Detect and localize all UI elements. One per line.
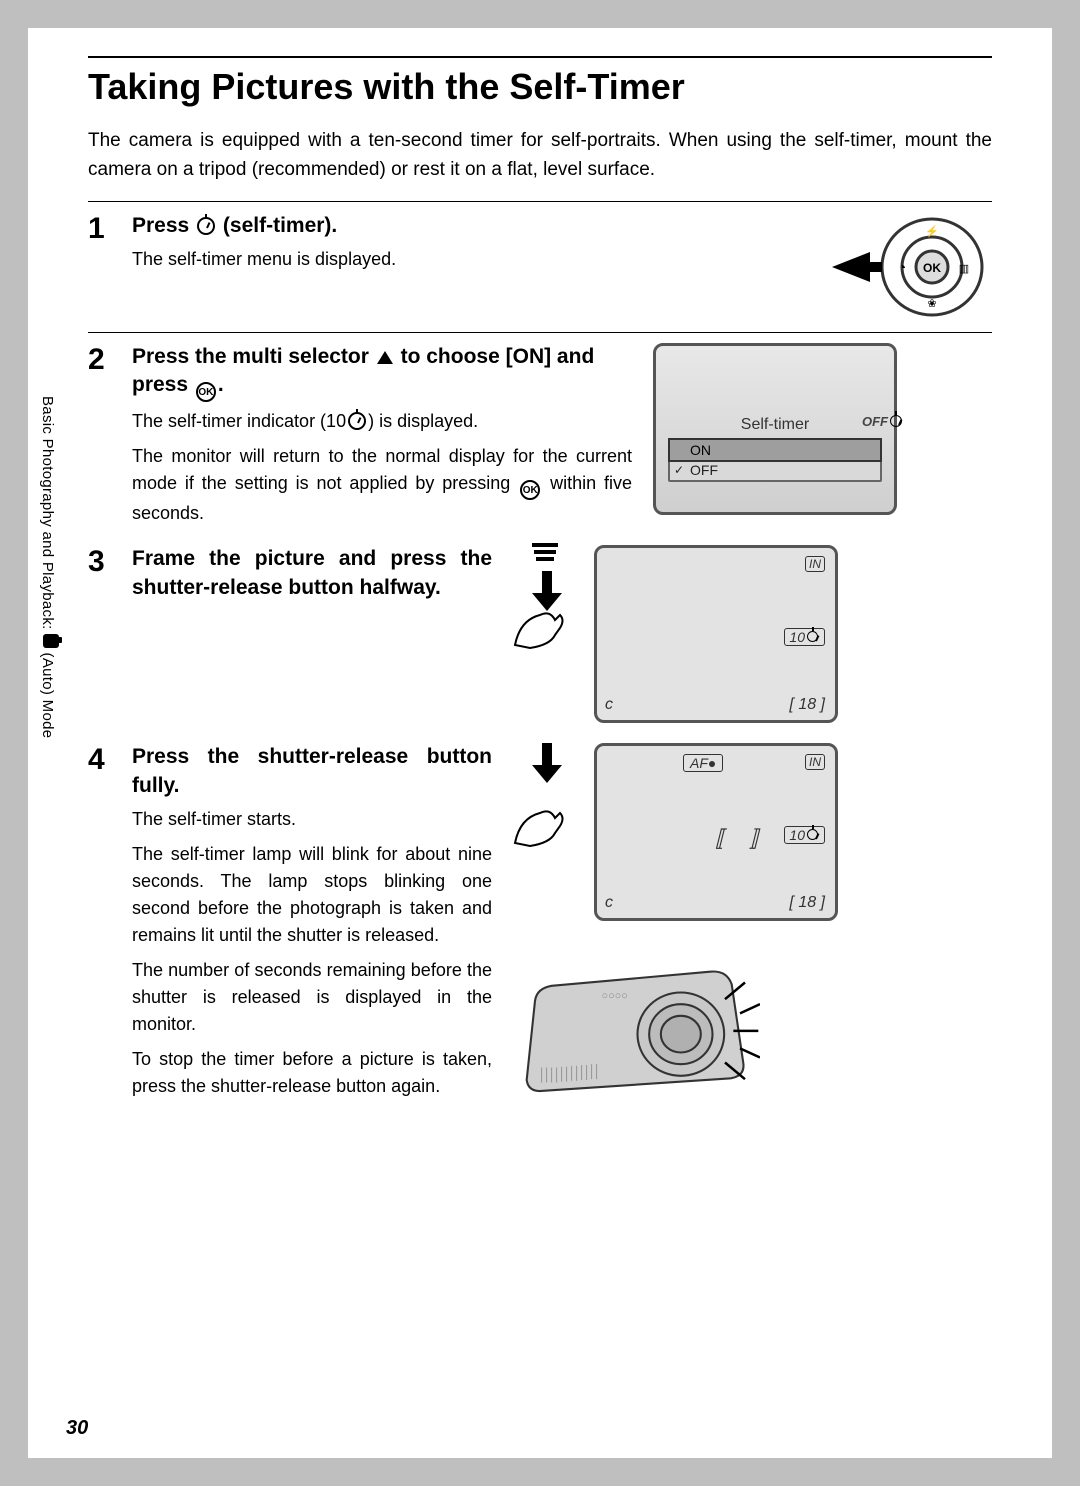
text: ) is displayed.	[368, 411, 478, 431]
step4-row1: AF● IN 〚 〛 10 c 18	[510, 743, 838, 921]
manual-page: Taking Pictures with the Self-Timer The …	[0, 0, 1080, 1486]
heading-text: Press the multi selector	[132, 345, 375, 368]
ok-button-icon: OK	[520, 480, 540, 500]
page-title: Taking Pictures with the Self-Timer	[88, 66, 992, 108]
self-timer-icon	[348, 412, 366, 430]
step-body: Frame the picture and press the shutter-…	[132, 545, 492, 723]
menu-item-on: ON	[668, 438, 882, 462]
step-3: 3 Frame the picture and press the shutte…	[88, 545, 992, 723]
step-text: The self-timer indicator (10 ) is display…	[132, 408, 632, 435]
full-press-figure	[510, 743, 580, 853]
camera-screen: Self-timer ON ✓ OFF OFF	[653, 343, 897, 515]
timer-10-badge: 10	[784, 826, 825, 844]
self-timer-icon	[890, 415, 902, 427]
heading-text: .	[218, 373, 224, 396]
step-heading: Press the shutter-release button fully.	[132, 743, 492, 800]
badge-number: 10	[789, 629, 805, 645]
timer-10-badge: 10	[784, 628, 825, 646]
menu-item-off: ✓ OFF	[670, 460, 880, 480]
svg-text:◔: ◔	[898, 259, 906, 275]
menu-title: Self-timer	[668, 416, 882, 434]
step-text: To stop the timer before a picture is ta…	[132, 1046, 492, 1100]
side-text: (Auto) Mode	[39, 648, 56, 738]
af-lock-badge: AF●	[683, 754, 723, 772]
step-text: The self-timer starts.	[132, 806, 492, 833]
camera-mode-icon	[43, 634, 59, 648]
step-heading: Press the multi selector to choose [ON] …	[132, 343, 632, 402]
multiselector-svg: OK ◔ ⚡ ▥ ❀	[822, 212, 992, 322]
svg-text:❀: ❀	[927, 298, 936, 310]
intro-text: The camera is equipped with a ten-second…	[88, 126, 992, 185]
step-heading: Frame the picture and press the shutter-…	[132, 545, 492, 602]
multiselector-figure: OK ◔ ⚡ ▥ ❀	[822, 212, 992, 322]
text: The self-timer indicator (10	[132, 411, 346, 431]
self-timer-icon	[807, 631, 818, 642]
side-tab-label: Basic Photography and Playback: (Auto) M…	[39, 396, 61, 738]
step-1: 1 Press (self-timer). The self-timer men…	[88, 212, 992, 322]
step-body: Press the shutter-release button fully. …	[132, 743, 492, 1115]
self-timer-icon	[807, 829, 818, 840]
ok-button-icon: OK	[196, 382, 216, 402]
step-number: 2	[88, 343, 114, 535]
step-number: 1	[88, 212, 114, 322]
check-icon: ✓	[674, 463, 684, 477]
shots-remaining: 18	[789, 696, 825, 714]
step-number: 4	[88, 743, 114, 1115]
svg-text:OK: OK	[923, 261, 941, 275]
hand-icon	[510, 798, 580, 848]
svg-text:○○○○: ○○○○	[602, 990, 628, 1002]
svg-text:▥: ▥	[959, 263, 969, 275]
heading-text: Press	[132, 214, 195, 237]
divider	[88, 201, 992, 202]
mode-c-label: c	[605, 696, 613, 714]
page-number: 30	[66, 1417, 88, 1440]
badge-number: 10	[789, 827, 805, 843]
step-number: 3	[88, 545, 114, 723]
menu-screen-figure: Self-timer ON ✓ OFF OFF	[650, 343, 900, 535]
hand-icon	[510, 600, 580, 650]
camera-illustration: ○○○○	[510, 945, 760, 1115]
divider	[88, 332, 992, 333]
step-text: The number of seconds remaining before t…	[132, 957, 492, 1038]
step-2: 2 Press the multi selector to choose [ON…	[88, 343, 992, 535]
half-press-figure	[510, 545, 580, 655]
step-4: 4 Press the shutter-release button fully…	[88, 743, 992, 1115]
step-heading: Press (self-timer).	[132, 212, 804, 240]
preview-screen: IN 10 c 18	[594, 545, 838, 723]
heading-text: (self-timer).	[217, 214, 337, 237]
press-levels-icon	[532, 543, 560, 564]
page-inner: Taking Pictures with the Self-Timer The …	[28, 28, 1052, 1458]
step-text: The self-timer menu is displayed.	[132, 246, 804, 273]
memory-in-icon: IN	[805, 556, 825, 572]
mode-c-label: c	[605, 894, 613, 912]
step-text: The monitor will return to the normal di…	[132, 443, 632, 527]
step-body: Press the multi selector to choose [ON] …	[132, 343, 632, 535]
step-text: The self-timer lamp will blink for about…	[132, 841, 492, 949]
shots-remaining: 18	[789, 894, 825, 912]
svg-text:⚡: ⚡	[925, 225, 939, 238]
menu-box: ON ✓ OFF	[668, 438, 882, 482]
memory-in-icon: IN	[805, 754, 825, 770]
step-body: Press (self-timer). The self-timer menu …	[132, 212, 804, 322]
up-arrow-icon	[377, 351, 393, 364]
preview-screen: AF● IN 〚 〛 10 c 18	[594, 743, 838, 921]
step3-figures: IN 10 c 18	[510, 545, 838, 723]
side-text: Basic Photography and Playback:	[39, 396, 56, 634]
timer-off-badge: OFF	[862, 414, 904, 429]
menu-label: OFF	[690, 462, 718, 478]
badge-text: OFF	[862, 414, 888, 429]
focus-brackets-icon: 〚 〛	[701, 822, 781, 854]
title-rule	[88, 56, 992, 58]
step4-figures: AF● IN 〚 〛 10 c 18	[510, 743, 838, 1115]
self-timer-icon	[197, 217, 215, 235]
